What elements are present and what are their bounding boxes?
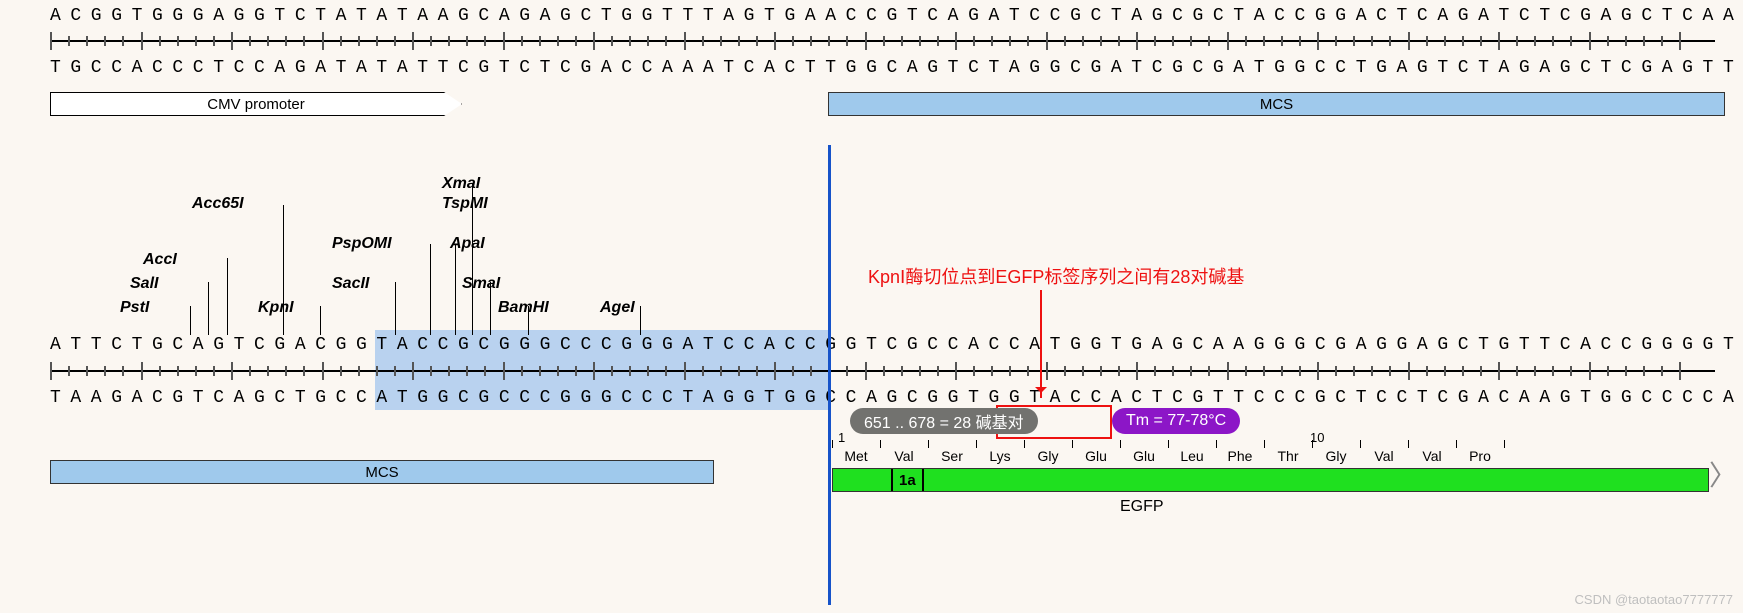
- pill-text: 651 .. 678 = 28 碱基对: [864, 409, 1024, 433]
- enzyme-tspmi[interactable]: TspMI: [442, 195, 488, 213]
- enzyme-agei[interactable]: AgeI: [600, 299, 635, 317]
- exon-label: 1a: [891, 469, 924, 491]
- enzyme-line: [190, 306, 191, 335]
- chevron-right-icon: 〉: [1709, 454, 1737, 494]
- enzyme-line: [640, 306, 641, 335]
- enzyme-line: [528, 306, 529, 335]
- feature-egfp[interactable]: 1a: [832, 468, 1709, 492]
- row2-bottom-seq: TAAGACGTCAGCTGCCATGGCGCCCGGGCCCTAGGTGGCC…: [50, 388, 1743, 408]
- enzyme-line: [208, 282, 209, 335]
- egfp-text-label: EGFP: [1120, 498, 1164, 516]
- enzyme-xmai[interactable]: XmaI: [442, 175, 480, 193]
- row2-ruler: [50, 360, 1715, 382]
- annotation-arrow: [1040, 290, 1042, 398]
- enzyme-line: [472, 184, 473, 335]
- feature-cmv-promoter[interactable]: CMV promoter: [50, 92, 462, 116]
- row1-ruler: [50, 30, 1715, 52]
- feature-label: CMV promoter: [207, 96, 305, 113]
- row1-bottom-seq: TGCCACCCTCCAGATATATTCGTCTCGACCAAATCACTTG…: [50, 58, 1743, 78]
- enzyme-line: [455, 244, 456, 335]
- cursor-line: [828, 145, 831, 605]
- enzyme-smai[interactable]: SmaI: [462, 275, 500, 293]
- enzyme-psti[interactable]: PstI: [120, 299, 149, 317]
- row2-top-seq: ATTCTGCAGTCGACGGTACCGCGGGCCCGGGATCCACCGG…: [50, 335, 1743, 355]
- enzyme-sacii[interactable]: SacII: [332, 275, 369, 293]
- enzyme-pspomi[interactable]: PspOMI: [332, 235, 392, 253]
- enzyme-kpni[interactable]: KpnI: [258, 299, 294, 317]
- row1-top-seq: ACGGTGGGAGGTCTATATAAGCAGAGCTGGTTTAGTGAAC…: [50, 6, 1743, 26]
- enzyme-line: [320, 306, 321, 335]
- amino-acid-row: MetValSerLysGlyGluGluLeuPheThrGlyValValP…: [832, 448, 1504, 464]
- scale-1: 1: [838, 430, 845, 445]
- enzyme-bamhi[interactable]: BamHI: [498, 299, 549, 317]
- scale-10: 10: [1310, 430, 1324, 445]
- enzyme-line: [430, 244, 431, 335]
- selection-info-pill: 651 .. 678 = 28 碱基对: [850, 408, 1038, 434]
- aa-ticks: [832, 440, 1512, 450]
- watermark: CSDN @taotaotao7777777: [1575, 592, 1733, 607]
- enzyme-line: [227, 258, 228, 335]
- enzyme-sali[interactable]: SalI: [130, 275, 158, 293]
- feature-mcs-1[interactable]: MCS: [828, 92, 1725, 116]
- pill-text: Tm = 77-78°C: [1126, 412, 1226, 430]
- enzyme-acci[interactable]: AccI: [143, 251, 177, 269]
- tm-info-pill: Tm = 77-78°C: [1112, 408, 1240, 434]
- feature-label: MCS: [365, 464, 398, 481]
- annotation-text: KpnⅠ酶切位点到EGFP标签序列之间有28对碱基: [868, 263, 1244, 289]
- enzyme-line: [490, 282, 491, 335]
- enzyme-acc65i[interactable]: Acc65I: [192, 195, 244, 213]
- enzyme-line: [395, 282, 396, 335]
- feature-label: MCS: [1260, 96, 1293, 113]
- feature-mcs-2[interactable]: MCS: [50, 460, 714, 484]
